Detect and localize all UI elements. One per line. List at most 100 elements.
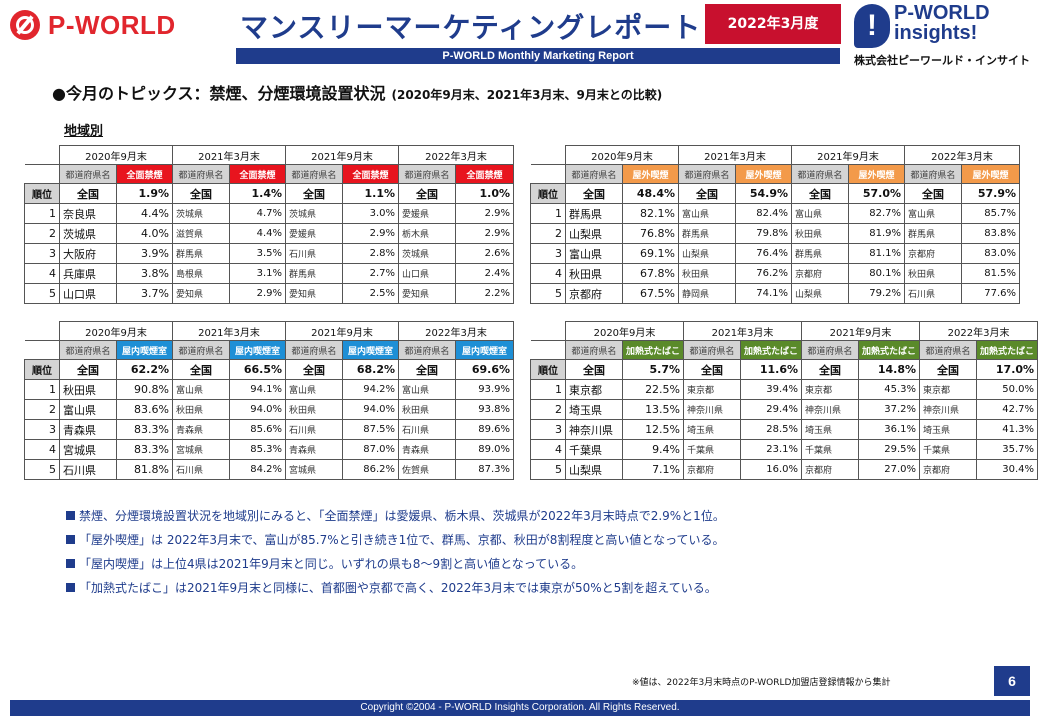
rank-column-header: 順位 (24, 183, 60, 204)
prefecture-name: 富山県 (678, 203, 736, 224)
bullet-square-icon (66, 583, 75, 592)
blank-cell (530, 145, 566, 165)
percentage-value: 93.8% (455, 399, 514, 420)
percentage-value: 81.1% (848, 243, 905, 264)
exclamation-icon: ! (854, 4, 890, 48)
prefecture-name: 青森県 (172, 419, 230, 440)
category-column-header: 加熱式たばこ (621, 340, 685, 360)
prefecture-name: 東京都 (565, 379, 623, 400)
percentage-value: 76.2% (735, 263, 792, 284)
national-label: 全国 (285, 359, 343, 380)
percentage-value: 27.0% (858, 459, 921, 480)
prefecture-name: 千葉県 (919, 439, 978, 460)
national-value: 54.9% (735, 183, 792, 204)
prefecture-name: 京都府 (565, 283, 623, 304)
percentage-value: 2.8% (342, 243, 399, 264)
period-header: 2021年9月末 (801, 321, 921, 341)
prefecture-name: 静岡県 (678, 283, 736, 304)
prefecture-name: 大阪府 (59, 243, 117, 264)
percentage-value: 28.5% (740, 419, 803, 440)
rank-number: 4 (530, 439, 566, 460)
table-row: 2 埼玉県 13.5% 神奈川県 29.4% 神奈川県 37.2% 神奈川県 42.7% (530, 399, 1039, 420)
period-header: 2020年9月末 (59, 321, 173, 341)
region-label: 地域別 (64, 124, 104, 139)
prefecture-name: 兵庫県 (59, 263, 117, 284)
prefecture-name: 茨城県 (172, 203, 230, 224)
category-column-header: 全面禁煙 (116, 164, 173, 184)
percentage-value: 39.4% (740, 379, 803, 400)
table-row: 3 神奈川県 12.5% 埼玉県 28.5% 埼玉県 36.1% 埼玉県 41.3% (530, 419, 1039, 440)
prefecture-name: 山梨県 (791, 283, 849, 304)
bullet-square-icon (66, 559, 75, 568)
rank-number: 4 (530, 263, 566, 284)
category-column-header: 全面禁煙 (455, 164, 514, 184)
percentage-value: 82.1% (622, 203, 679, 224)
blank-cell (24, 340, 60, 360)
prefecture-name: 群馬県 (904, 223, 962, 244)
category-column-header: 屋内喫煙室 (116, 340, 173, 360)
national-value: 1.0% (455, 183, 514, 204)
ranking-table: 2020年9月末 2021年3月末 2021年9月末 2022年3月末 都道府県名 全面禁… (24, 145, 514, 304)
prefecture-column-header: 都道府県名 (565, 164, 623, 184)
table-row: 3 青森県 83.3% 青森県 85.6% 石川県 87.5% 石川県 89.6% (24, 419, 514, 440)
bullet-square-icon (66, 535, 75, 544)
prefecture-name: 富山県 (791, 203, 849, 224)
table-row: 3 大阪府 3.9% 群馬県 3.5% 石川県 2.8% 茨城県 2.6% (24, 243, 514, 264)
rank-number: 4 (24, 439, 60, 460)
table-row: 2 山梨県 76.8% 群馬県 79.8% 秋田県 81.9% 群馬県 83.8% (530, 223, 1020, 244)
percentage-value: 81.8% (116, 459, 173, 480)
prefecture-name: 茨城県 (285, 203, 343, 224)
percentage-value: 81.9% (848, 223, 905, 244)
prefecture-name: 栃木県 (398, 223, 456, 244)
national-value: 69.6% (455, 359, 514, 380)
rank-number: 2 (530, 399, 566, 420)
prefecture-column-header: 都道府県名 (398, 164, 456, 184)
percentage-value: 2.9% (342, 223, 399, 244)
blank-cell (24, 164, 60, 184)
prefecture-name: 埼玉県 (565, 399, 623, 420)
prefecture-column-header: 都道府県名 (285, 164, 343, 184)
rank-number: 5 (530, 459, 566, 480)
report-title: マンスリーマーケティングレポート (240, 11, 702, 44)
prefecture-name: 石川県 (904, 283, 962, 304)
national-label: 全国 (683, 359, 742, 380)
percentage-value: 79.2% (848, 283, 905, 304)
percentage-value: 50.0% (976, 379, 1039, 400)
prefecture-name: 群馬県 (285, 263, 343, 284)
category-column-header: 加熱式たばこ (858, 340, 921, 360)
prefecture-column-header: 都道府県名 (801, 340, 860, 360)
copyright-footer: Copyright ©2004 - P-WORLD Insights Corpo… (10, 700, 1030, 716)
rank-number: 1 (24, 379, 60, 400)
table-row: 5 石川県 81.8% 石川県 84.2% 宮城県 86.2% 佐賀県 87.3% (24, 459, 514, 480)
period-header: 2022年3月末 (919, 321, 1039, 341)
rank-number: 5 (530, 283, 566, 304)
category-column-header: 屋内喫煙室 (229, 340, 286, 360)
prefecture-column-header: 都道府県名 (59, 164, 117, 184)
percentage-value: 7.1% (621, 459, 685, 480)
percentage-value: 2.2% (455, 283, 514, 304)
percentage-value: 2.5% (342, 283, 399, 304)
percentage-value: 94.0% (342, 399, 399, 420)
prefecture-column-header: 都道府県名 (565, 340, 623, 360)
summary-note: 「屋内喫煙」は上位4県は2021年9月末と同じ。いずれの県も8～9割と高い値とな… (66, 556, 996, 580)
national-value: 17.0% (976, 359, 1039, 380)
national-value: 1.9% (116, 183, 173, 204)
prefecture-name: 奈良県 (59, 203, 117, 224)
percentage-value: 4.4% (116, 203, 173, 224)
percentage-value: 84.2% (229, 459, 286, 480)
report-subtitle: P-WORLD Monthly Marketing Report (236, 48, 840, 64)
percentage-value: 2.9% (455, 203, 514, 224)
percentage-value: 87.0% (342, 439, 399, 460)
rank-column-header: 順位 (530, 359, 566, 380)
percentage-value: 83.0% (961, 243, 1020, 264)
rank-number: 1 (530, 203, 566, 224)
rank-number: 2 (530, 223, 566, 244)
rank-number: 2 (24, 399, 60, 420)
prefecture-name: 東京都 (919, 379, 978, 400)
prefecture-name: 秋田県 (791, 223, 849, 244)
percentage-value: 42.7% (976, 399, 1039, 420)
prefecture-name: 千葉県 (801, 439, 860, 460)
topic-subtitle: (2020年9月末、2021年3月末、9月末との比較) (391, 88, 663, 102)
summary-note: 「加熱式たばこ」は2021年9月末と同様に、首都圏や京都で高く、2022年3月末… (66, 580, 996, 604)
rank-number: 3 (24, 419, 60, 440)
